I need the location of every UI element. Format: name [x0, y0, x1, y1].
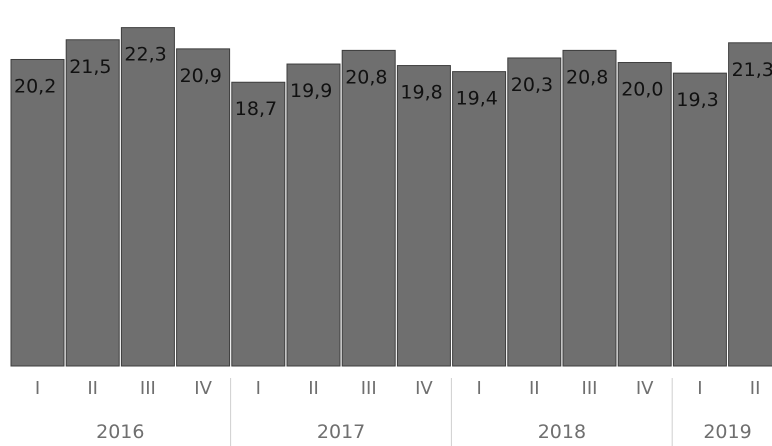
bar	[452, 71, 507, 367]
bar-value-label: 20,0	[621, 79, 663, 101]
bar	[120, 27, 175, 367]
bar-value-label: 20,2	[14, 75, 56, 97]
quarter-label: I	[35, 378, 40, 399]
bar	[65, 39, 120, 367]
bar-value-label: 19,9	[290, 80, 332, 102]
bar	[562, 49, 617, 367]
bar-value-label: 19,3	[676, 89, 718, 111]
bar-value-label: 18,7	[235, 98, 277, 120]
quarter-label: IV	[194, 378, 212, 399]
year-label: 2019	[703, 421, 751, 443]
quarter-label: II	[87, 378, 98, 399]
quarter-label: I	[476, 378, 481, 399]
quarter-label: I	[697, 378, 702, 399]
quarter-label: IV	[636, 378, 654, 399]
bar	[231, 81, 286, 367]
quarter-label: II	[308, 378, 319, 399]
bar	[507, 57, 562, 367]
bar	[728, 42, 772, 367]
bar-value-label: 20,9	[180, 65, 222, 87]
bar	[672, 72, 727, 367]
bar	[341, 49, 396, 367]
quarter-label: III	[361, 378, 377, 399]
bar	[617, 62, 672, 367]
bar	[396, 65, 451, 367]
bar-value-label: 21,5	[69, 56, 111, 78]
year-label: 2016	[96, 421, 144, 443]
bar-value-label: 19,8	[400, 82, 442, 104]
bar	[286, 63, 341, 367]
bar	[10, 58, 65, 367]
bar-value-label: 19,4	[456, 88, 498, 110]
bar-value-label: 22,3	[124, 44, 166, 66]
bar	[176, 48, 231, 367]
bar-value-label: 20,8	[566, 66, 608, 88]
quarter-label: II	[529, 378, 540, 399]
quarter-label: III	[140, 378, 156, 399]
bar-value-label: 20,8	[345, 66, 387, 88]
quarter-label: II	[750, 378, 761, 399]
year-label: 2017	[317, 421, 365, 443]
quarter-label: III	[582, 378, 598, 399]
bar-value-label: 20,3	[511, 74, 553, 96]
year-label: 2018	[538, 421, 586, 443]
quarter-label: I	[256, 378, 261, 399]
quarter-label: IV	[415, 378, 433, 399]
bar-value-label: 21,3	[732, 59, 772, 81]
